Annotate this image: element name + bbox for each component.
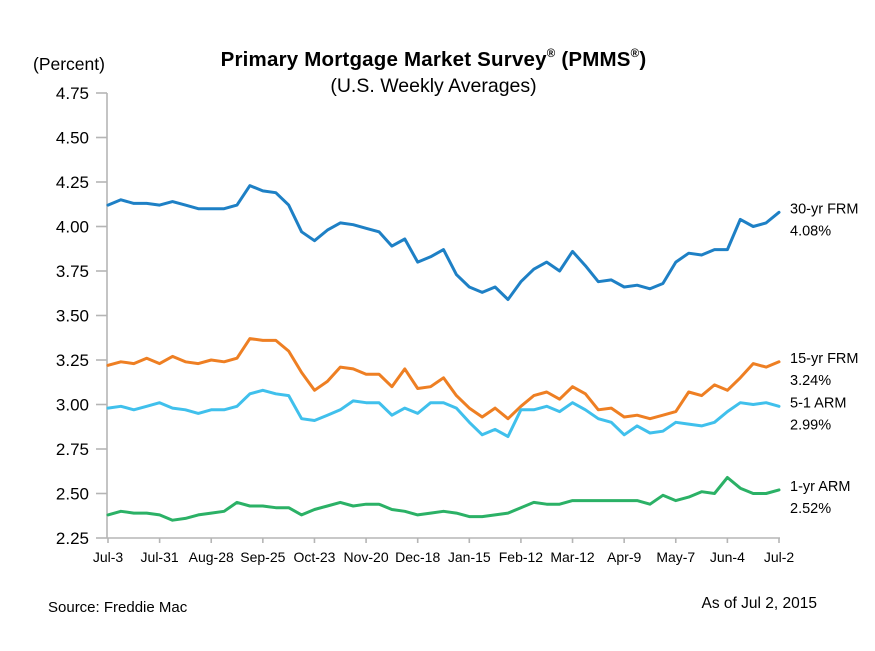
series-value-label-5-1-arm: 2.99% [790, 417, 831, 433]
x-tick-label: Jul-3 [93, 549, 124, 565]
series-value-label-1-yr-arm: 2.52% [790, 501, 831, 517]
x-tick-label: Jun-4 [710, 549, 745, 565]
y-tick-label: 2.25 [56, 529, 89, 548]
y-tick-label: 2.50 [56, 485, 89, 504]
x-tick-label: Dec-18 [395, 549, 440, 565]
y-tick-label: 2.75 [56, 440, 89, 459]
series-line-1-yr-arm [106, 476, 781, 522]
registered-mark-icon: ® [546, 48, 556, 61]
series-name-label-5-1-arm: 5-1 ARM [790, 395, 846, 411]
series-line-5-1-arm [106, 388, 781, 438]
source-label: Source: Freddie Mac [48, 599, 188, 616]
x-tick-label: May-7 [656, 549, 695, 565]
y-tick-label: 3.00 [56, 396, 89, 415]
series-value-label-15-yr-frm: 3.24% [790, 373, 831, 389]
series-name-label-1-yr-arm: 1-yr ARM [790, 479, 850, 495]
chart-title: Primary Mortgage Market Survey® (PMMS®) [0, 48, 867, 72]
series-line-15-yr-frm [106, 337, 781, 421]
x-tick-label: Sep-25 [240, 549, 285, 565]
x-tick-label: Mar-12 [550, 549, 595, 565]
x-tick-label: Jul-2 [764, 549, 795, 565]
y-tick-label: 3.25 [56, 351, 89, 370]
series-name-label-30-yr-frm: 30-yr FRM [790, 201, 858, 217]
x-tick-label: Oct-23 [293, 549, 335, 565]
chart-title-block: Primary Mortgage Market Survey® (PMMS®) … [0, 48, 867, 98]
y-tick-label: 4.00 [56, 218, 89, 237]
y-tick-label: 4.50 [56, 129, 89, 148]
as-of-label: As of Jul 2, 2015 [701, 595, 817, 612]
chart-subtitle: (U.S. Weekly Averages) [330, 75, 537, 97]
x-tick-label: Jul-31 [141, 549, 179, 565]
x-tick-label: Apr-9 [607, 549, 641, 565]
series-name-label-15-yr-frm: 15-yr FRM [790, 351, 858, 367]
y-tick-label: 4.25 [56, 173, 89, 192]
y-tick-label: 4.75 [56, 84, 89, 103]
y-tick-label: 3.75 [56, 262, 89, 281]
series-line-30-yr-frm [106, 184, 781, 301]
x-tick-label: Jan-15 [448, 549, 491, 565]
series-value-label-30-yr-frm: 4.08% [790, 223, 831, 239]
y-tick-label: 3.50 [56, 307, 89, 326]
chart-title-text: Primary Mortgage Market Survey [220, 48, 547, 71]
registered-mark-icon: ® [630, 48, 640, 61]
chart-title-pmms: (PMMS [555, 48, 631, 71]
x-tick-label: Nov-20 [344, 549, 389, 565]
x-tick-label: Feb-12 [499, 549, 544, 565]
y-axis-unit-label: (Percent) [33, 54, 105, 74]
chart-title-close-paren: ) [639, 48, 647, 71]
x-tick-label: Aug-28 [189, 549, 234, 565]
